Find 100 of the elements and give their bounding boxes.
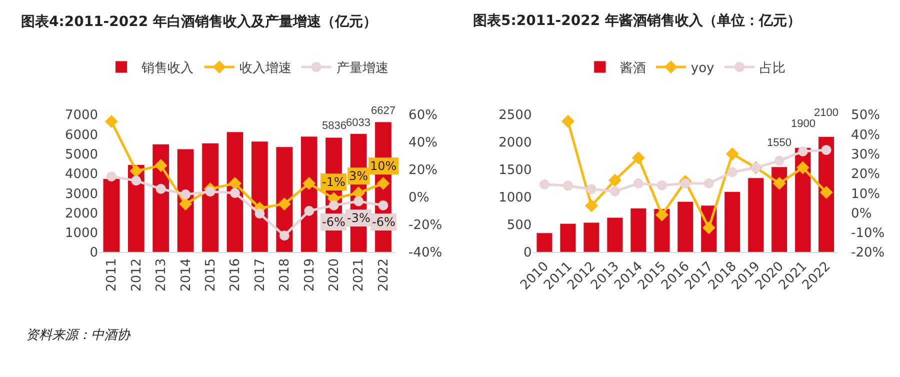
y-tick-label: 2000 [498, 136, 532, 151]
point [302, 176, 316, 190]
x-tick-label: 2012 [129, 258, 144, 292]
point [772, 176, 786, 190]
y2-tick-label: 20% [408, 163, 438, 178]
point [608, 174, 622, 187]
bar [724, 191, 741, 252]
point [632, 151, 645, 164]
data-label: 10% [370, 159, 397, 173]
y-tick-label: 500 [506, 218, 532, 234]
chart-title: 图表4:2011-2022 年白酒销售收入及产量增速（亿元） [21, 13, 377, 30]
point [130, 164, 143, 178]
x-tick-label: 2018 [278, 258, 293, 292]
point [726, 147, 739, 160]
bar [536, 232, 553, 252]
bar [677, 201, 694, 252]
x-tick-label: 2011 [104, 258, 120, 292]
point [205, 186, 216, 197]
y-tick-label: 1500 [498, 163, 532, 178]
data-label: 6627 [371, 105, 396, 117]
data-label: 5836 [322, 120, 346, 132]
text: 资料来源：中酒协 [26, 328, 131, 343]
point [680, 178, 690, 188]
data-label: 1900 [791, 118, 816, 130]
legend-label: 产量增速 [336, 61, 388, 76]
x-tick-label: 2022 [376, 258, 392, 292]
point [704, 178, 714, 188]
y2-tick-label: 0% [408, 190, 430, 206]
x-tick-label: 2013 [154, 258, 170, 292]
point [727, 167, 738, 178]
y-tick-label: 1000 [64, 226, 98, 242]
bar [630, 208, 647, 252]
x-tick-label: 2021 [352, 258, 367, 292]
bar [748, 178, 764, 252]
y2-tick-label: 40% [851, 128, 880, 143]
legend-label: 占比 [760, 61, 786, 76]
point [180, 189, 191, 200]
y2-tick-label: 40% [408, 136, 438, 151]
point [539, 179, 550, 190]
x-tick-label: 2016 [228, 258, 244, 292]
bar [560, 223, 576, 252]
point [821, 144, 832, 155]
bar [771, 166, 788, 252]
point [633, 178, 644, 188]
y-tick-label: 2000 [64, 206, 98, 222]
y-tick-label: 5000 [64, 147, 98, 162]
data-label: 2100 [814, 107, 838, 119]
point [156, 184, 166, 194]
y2-tick-label: 30% [851, 147, 880, 162]
y2-tick-label: 0% [851, 206, 872, 222]
y2-tick-label: -40% [408, 246, 442, 261]
y2-tick-label: -20% [408, 218, 442, 234]
point [796, 161, 810, 174]
data-label: 6033 [346, 117, 370, 129]
point [820, 186, 833, 199]
x-tick-label: 2020 [327, 258, 342, 292]
data-label: -6% [322, 215, 346, 229]
y2-tick-label: 20% [851, 167, 880, 182]
point [562, 180, 573, 191]
point [798, 146, 808, 156]
point [774, 156, 784, 166]
legend-label: 收入增速 [239, 61, 292, 76]
point [230, 188, 240, 198]
point [131, 176, 142, 186]
point [179, 198, 192, 211]
x-tick-label: 2014 [178, 258, 194, 292]
chart-title: 图表5:2011-2022 年酱酒销售收入（单位：亿元） [473, 13, 801, 29]
point [228, 176, 242, 190]
data-label: -6% [372, 215, 396, 229]
point [106, 172, 116, 182]
x-tick-label: 2019 [302, 258, 318, 292]
bar [102, 178, 120, 252]
x-tick-label: 2017 [252, 258, 268, 292]
data-label: -3% [347, 211, 370, 225]
y2-tick-label: 10% [851, 186, 880, 202]
data-label: 3% [349, 169, 368, 183]
y2-tick-label: -20% [851, 246, 885, 261]
y2-tick-label: 50% [851, 108, 880, 124]
point [328, 200, 339, 210]
y-tick-label: 0 [90, 246, 98, 261]
point [354, 196, 364, 206]
point [304, 206, 314, 216]
bar [202, 142, 219, 252]
point [104, 114, 118, 128]
y-tick-label: 4000 [64, 167, 98, 182]
point [584, 199, 598, 212]
data-label: -1% [322, 175, 346, 189]
point [376, 176, 390, 190]
point [279, 230, 290, 241]
y-tick-label: 6000 [64, 128, 98, 143]
point [656, 180, 667, 190]
point [655, 208, 668, 222]
y-tick-label: 3000 [64, 186, 98, 202]
legend-label: yoy [690, 61, 715, 76]
y-tick-label: 1000 [498, 190, 532, 206]
point [610, 186, 620, 196]
y-tick-label: 2500 [498, 108, 532, 124]
y-tick-label: 7000 [64, 108, 98, 124]
bar [583, 222, 600, 252]
bar [606, 217, 624, 252]
